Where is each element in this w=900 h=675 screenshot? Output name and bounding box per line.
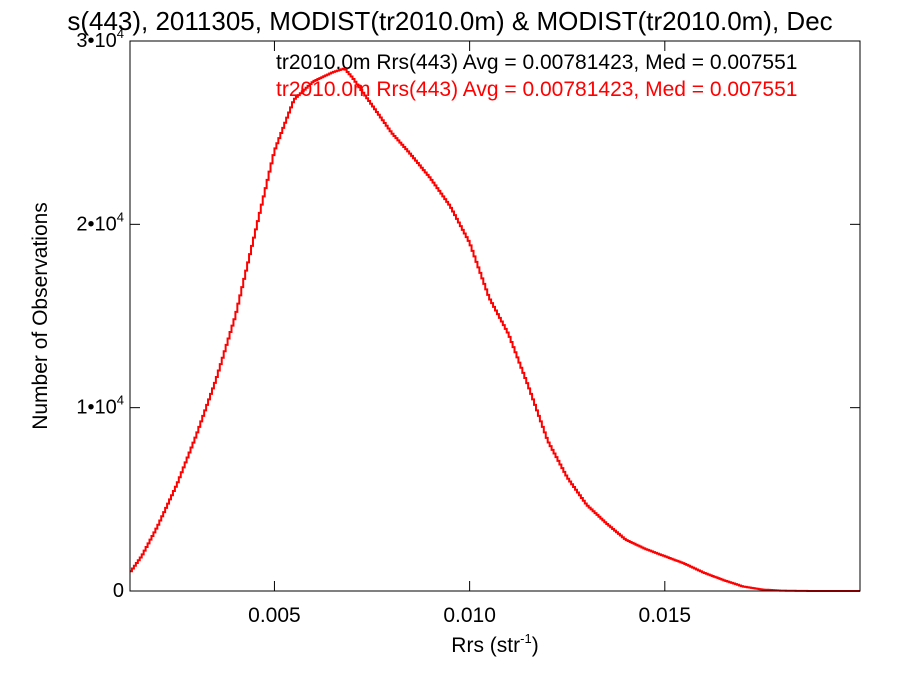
- chart-title: s(443), 2011305, MODIST(tr2010.0m) & MOD…: [67, 6, 832, 36]
- plot-frame: [129, 40, 861, 592]
- legend: tr2010.0m Rrs(443) Avg = 0.00781423, Med…: [276, 51, 797, 101]
- y-tick-label: 1•104: [76, 393, 124, 419]
- y-tick-label: 0: [113, 580, 124, 602]
- legend-entry-red: tr2010.0m Rrs(443) Avg = 0.00781423, Med…: [276, 78, 797, 101]
- y-tick-label: 3•104: [76, 26, 124, 52]
- y-tick-label: 2•104: [76, 209, 124, 235]
- x-tick-label: 0.005: [248, 604, 301, 627]
- y-axis-label: Number of Observations: [29, 202, 52, 430]
- x-tick-label: 0.015: [639, 604, 692, 627]
- y-axis-ticks: 0 1•104 2•104 3•104: [76, 26, 860, 602]
- x-tick-label: 0.010: [443, 604, 496, 627]
- x-axis-ticks: 0.005 0.010 0.015: [248, 41, 691, 627]
- histogram-series-line: [130, 67, 860, 592]
- x-axis-label: Rrs (str-1): [451, 631, 538, 657]
- legend-entry-black: tr2010.0m Rrs(443) Avg = 0.00781423, Med…: [276, 51, 797, 74]
